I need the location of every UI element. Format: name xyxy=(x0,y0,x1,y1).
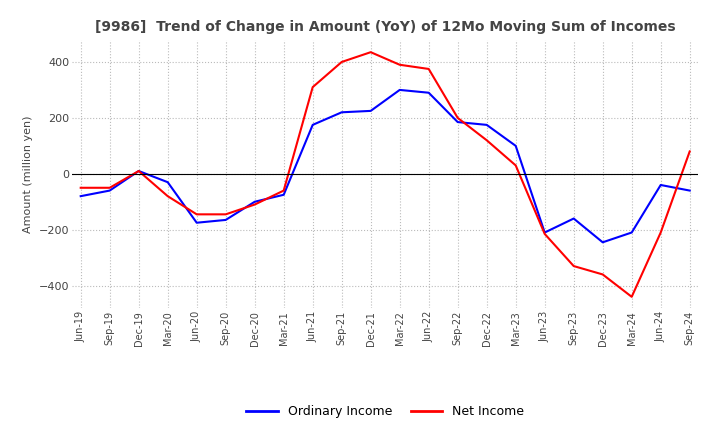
Ordinary Income xyxy=(76,194,85,199)
Ordinary Income xyxy=(424,90,433,95)
Net Income xyxy=(598,272,607,277)
Ordinary Income xyxy=(135,169,143,174)
Net Income xyxy=(657,230,665,235)
Net Income xyxy=(163,194,172,199)
Line: Ordinary Income: Ordinary Income xyxy=(81,90,690,242)
Net Income xyxy=(251,202,259,207)
Y-axis label: Amount (million yen): Amount (million yen) xyxy=(23,115,33,233)
Ordinary Income xyxy=(105,188,114,193)
Ordinary Income xyxy=(598,240,607,245)
Net Income xyxy=(192,212,201,217)
Net Income xyxy=(482,138,491,143)
Ordinary Income xyxy=(627,230,636,235)
Ordinary Income xyxy=(338,110,346,115)
Net Income xyxy=(366,50,375,55)
Net Income xyxy=(685,149,694,154)
Net Income xyxy=(338,59,346,65)
Ordinary Income xyxy=(511,143,520,148)
Line: Net Income: Net Income xyxy=(81,52,690,297)
Title: [9986]  Trend of Change in Amount (YoY) of 12Mo Moving Sum of Incomes: [9986] Trend of Change in Amount (YoY) o… xyxy=(95,20,675,34)
Ordinary Income xyxy=(221,217,230,223)
Net Income xyxy=(627,294,636,300)
Ordinary Income xyxy=(163,180,172,185)
Ordinary Income xyxy=(482,122,491,128)
Ordinary Income xyxy=(541,230,549,235)
Ordinary Income xyxy=(570,216,578,221)
Net Income xyxy=(424,66,433,72)
Net Income xyxy=(76,185,85,191)
Ordinary Income xyxy=(685,188,694,193)
Net Income xyxy=(454,115,462,121)
Legend: Ordinary Income, Net Income: Ordinary Income, Net Income xyxy=(241,400,529,423)
Net Income xyxy=(105,185,114,191)
Net Income xyxy=(395,62,404,67)
Ordinary Income xyxy=(251,199,259,205)
Ordinary Income xyxy=(657,182,665,187)
Net Income xyxy=(511,163,520,168)
Ordinary Income xyxy=(308,122,317,128)
Ordinary Income xyxy=(366,108,375,114)
Net Income xyxy=(541,231,549,237)
Ordinary Income xyxy=(454,119,462,125)
Ordinary Income xyxy=(192,220,201,225)
Net Income xyxy=(135,169,143,174)
Ordinary Income xyxy=(279,192,288,198)
Net Income xyxy=(279,188,288,193)
Net Income xyxy=(570,264,578,269)
Ordinary Income xyxy=(395,87,404,92)
Net Income xyxy=(221,212,230,217)
Net Income xyxy=(308,84,317,90)
